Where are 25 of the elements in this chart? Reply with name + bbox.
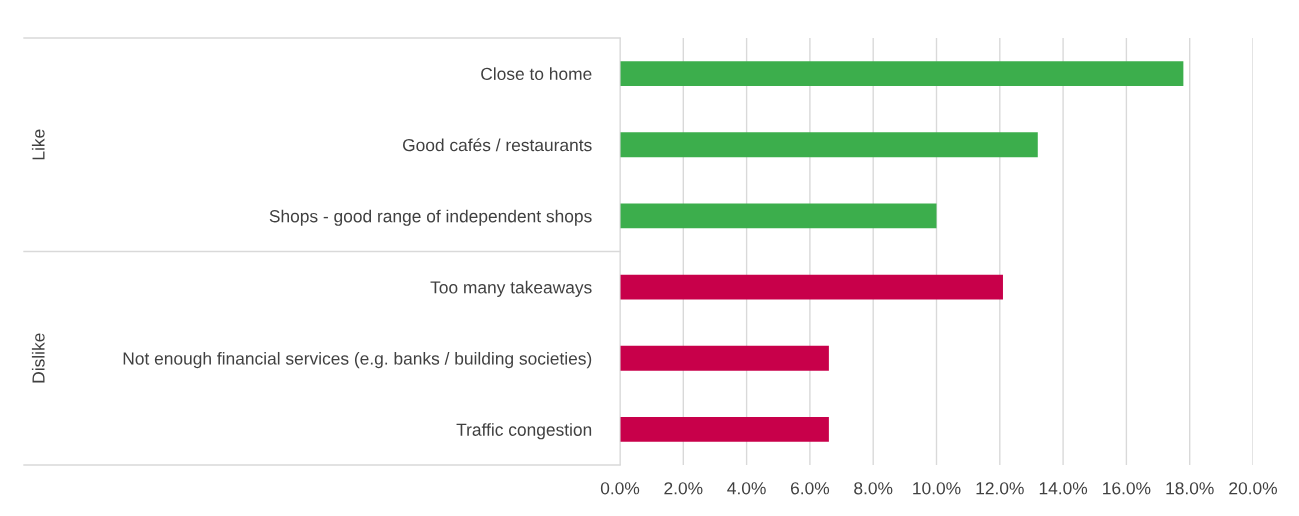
y-tick-label: Close to home [481,67,592,81]
x-tick-label: 10.0% [913,482,961,495]
bar [620,416,829,442]
text: Dislike [31,333,45,383]
y-tick-label: Traffic congestion [456,423,592,440]
x-tick-label: 20.0% [1229,482,1277,495]
x-tick-label: 12.0% [976,482,1024,495]
text: Like [31,129,45,160]
bar [620,203,937,229]
x-tick-label: 8.0% [854,482,893,495]
y-tick-label: Not enough financial services (e.g. banks / building societies) [123,351,592,369]
x-tick-label: 4.0% [727,482,766,495]
y-tick-label: Shops - good range of independent shops [269,209,592,226]
bar [620,132,1038,158]
y-tick-label: Too many takeaways [430,280,592,297]
x-tick-label: 0.0% [600,482,640,495]
x-tick-label: 16.0% [1103,482,1151,495]
x-tick-label: 6.0% [791,482,830,495]
x-tick-label: 14.0% [1039,482,1088,495]
bar [620,345,829,371]
x-tick-label: 18.0% [1166,482,1214,495]
x-tick-label: 2.0% [664,482,703,495]
bar [620,61,1184,87]
bar [620,274,1003,300]
y-tick-label: Good cafés / restaurants [403,138,592,152]
